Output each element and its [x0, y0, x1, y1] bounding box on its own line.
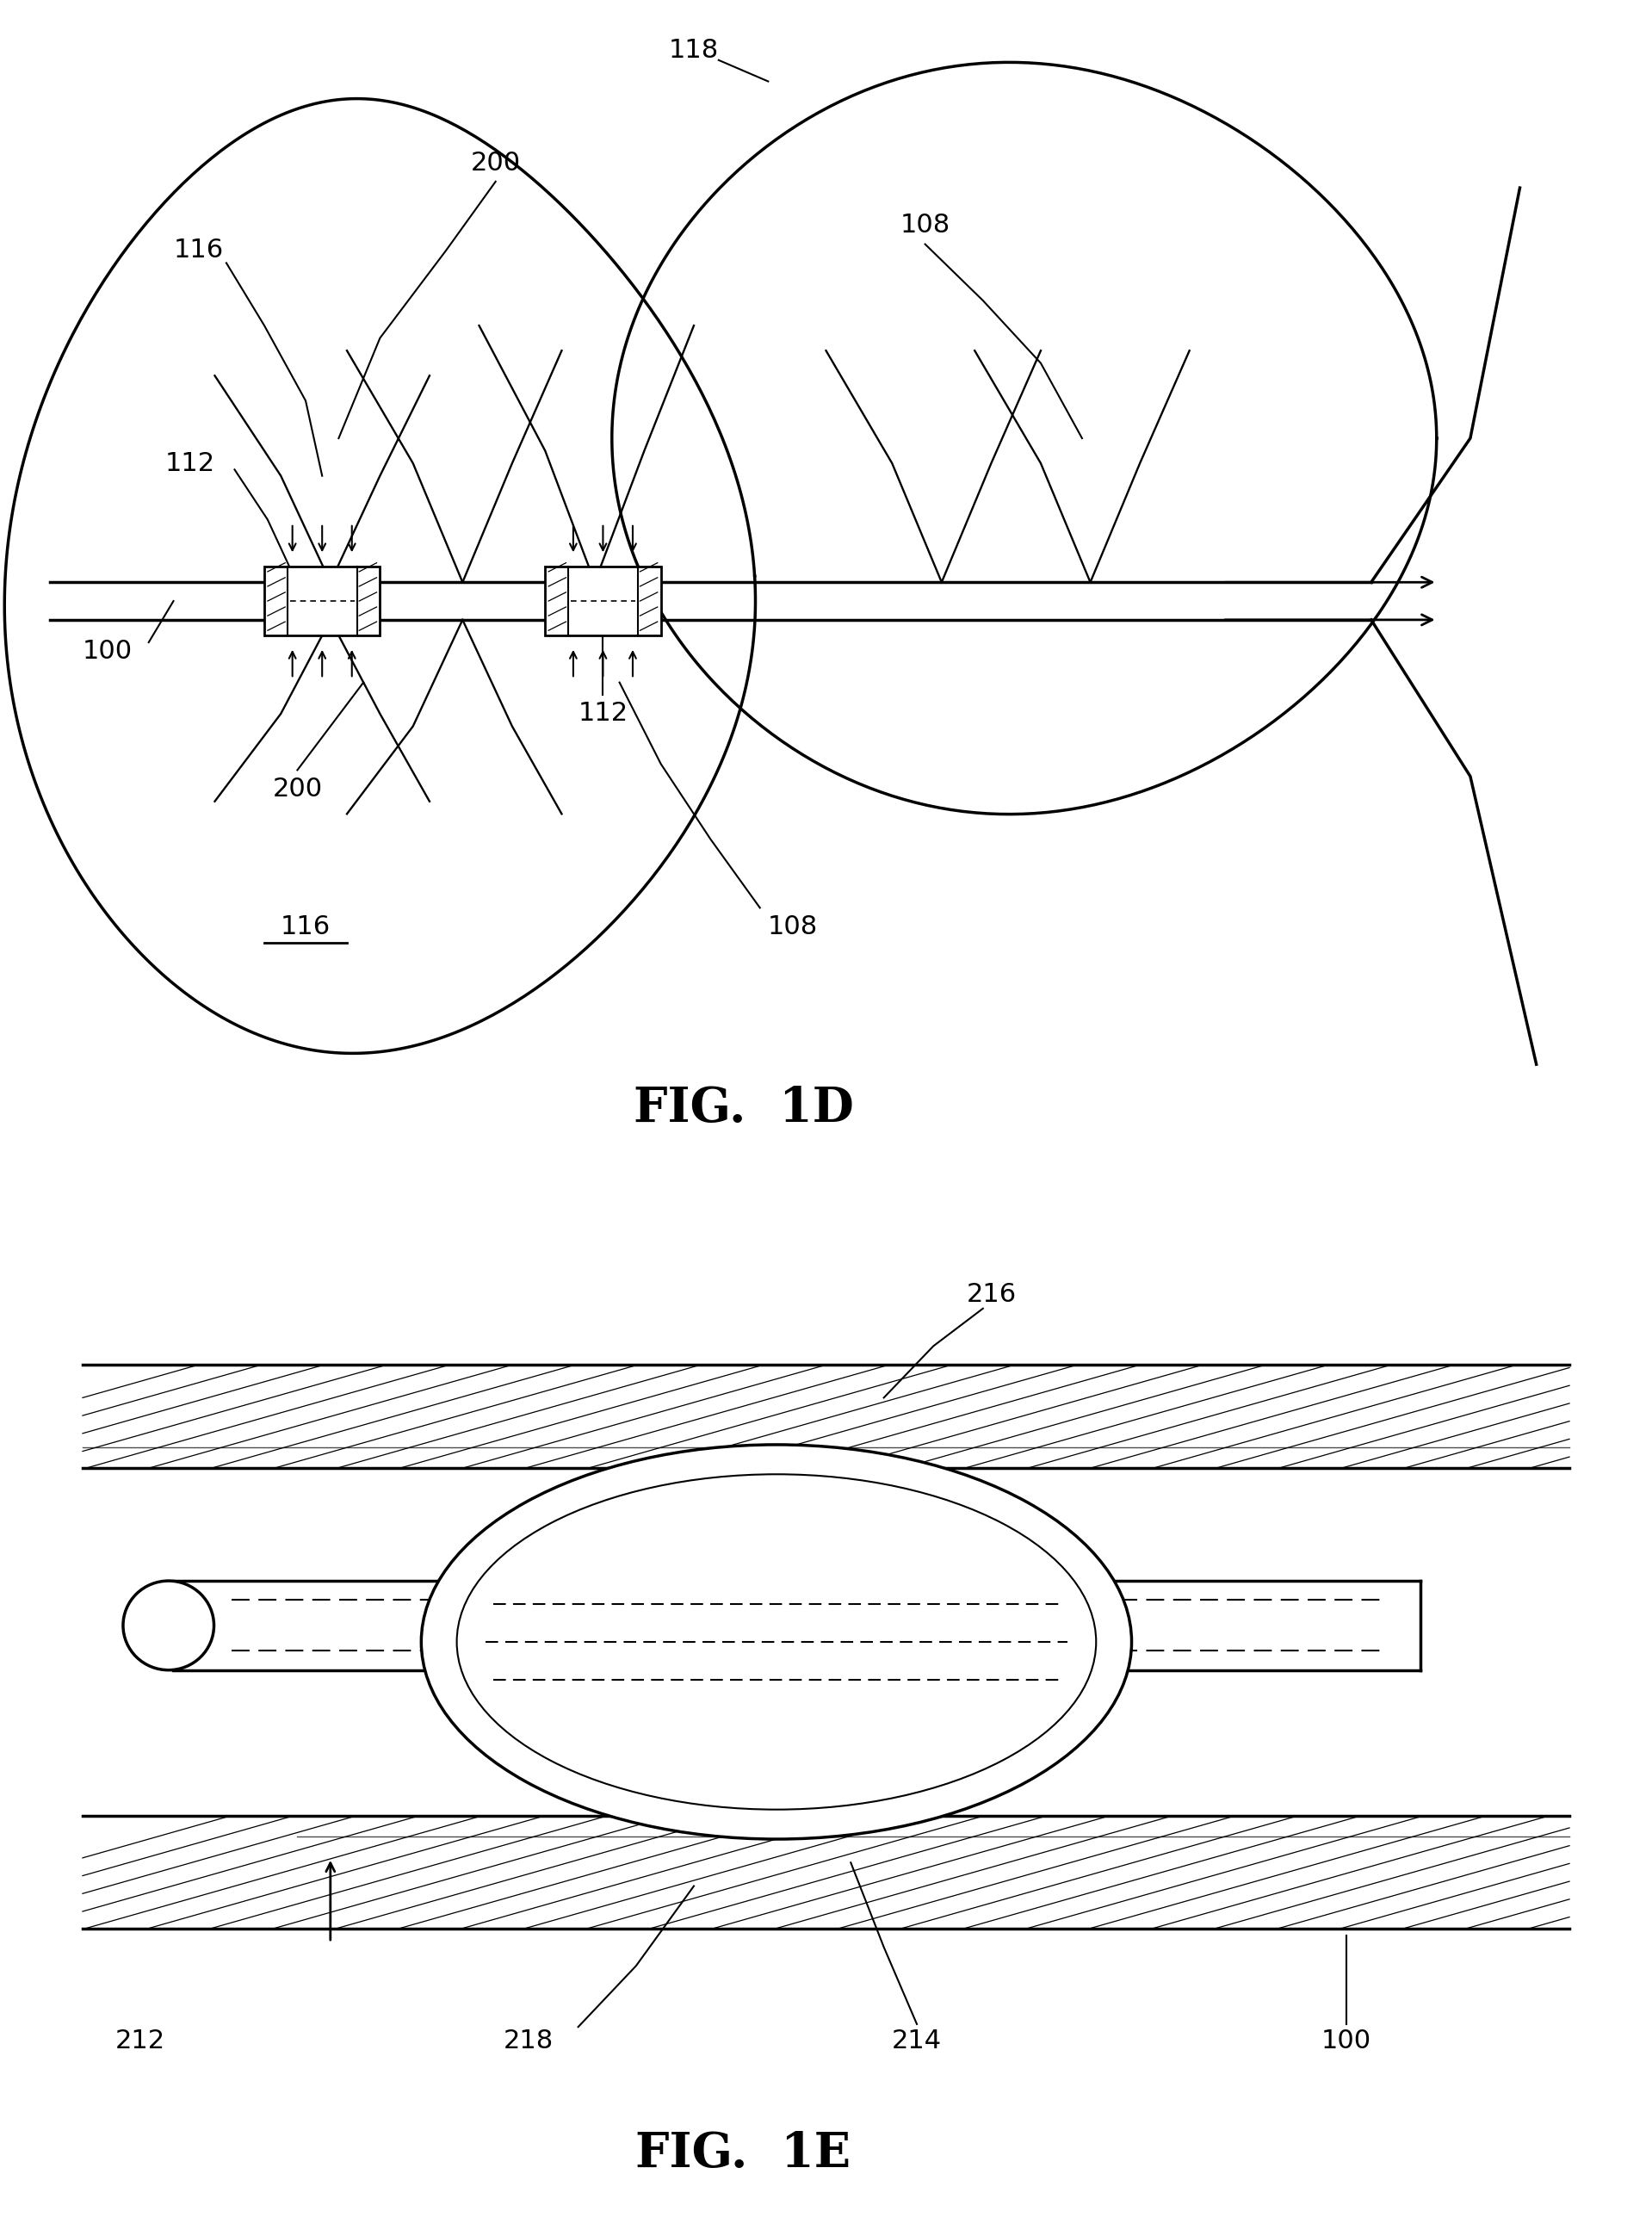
Text: 216: 216 — [966, 1281, 1016, 1306]
Ellipse shape — [421, 1444, 1132, 1838]
Bar — [83, 1364, 1569, 1469]
Text: 118: 118 — [669, 38, 719, 63]
Text: 200: 200 — [471, 150, 520, 174]
Text: 100: 100 — [83, 639, 132, 664]
FancyBboxPatch shape — [545, 566, 661, 635]
FancyBboxPatch shape — [264, 566, 380, 635]
Text: 214: 214 — [892, 2028, 942, 2053]
Text: 218: 218 — [504, 2028, 553, 2053]
Text: 112: 112 — [165, 452, 215, 476]
Text: 100: 100 — [1322, 2028, 1371, 2053]
Text: 116: 116 — [281, 915, 330, 939]
Text: 116: 116 — [173, 237, 223, 264]
Ellipse shape — [124, 1581, 215, 1670]
Text: 212: 212 — [116, 2028, 165, 2053]
Text: 108: 108 — [900, 212, 950, 237]
Text: FIG.  1E: FIG. 1E — [636, 2131, 851, 2178]
Bar — [83, 1816, 1569, 1927]
Text: 112: 112 — [578, 702, 628, 727]
Text: 200: 200 — [273, 776, 322, 800]
Text: 108: 108 — [768, 915, 818, 939]
Text: FIG.  1D: FIG. 1D — [633, 1084, 854, 1131]
